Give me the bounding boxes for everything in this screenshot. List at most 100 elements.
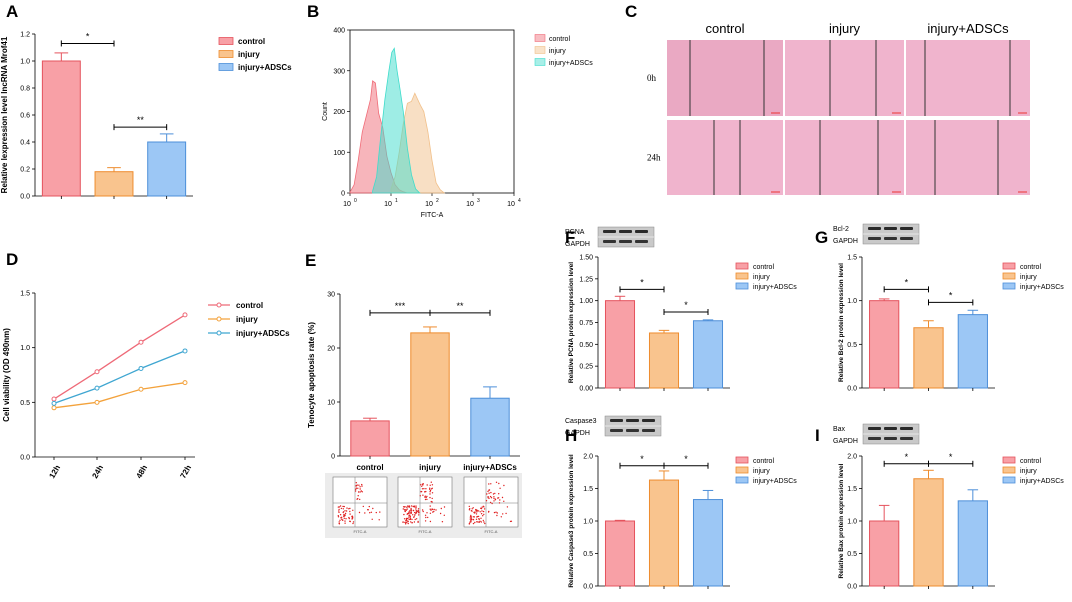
flow-event bbox=[477, 521, 479, 523]
flow-event bbox=[355, 482, 357, 484]
flow-event bbox=[443, 514, 445, 516]
flow-event bbox=[417, 520, 419, 523]
blot-band bbox=[868, 427, 881, 430]
y-tick-label: 0.5 bbox=[20, 400, 30, 407]
flow-event bbox=[430, 481, 432, 483]
flow-event bbox=[343, 517, 345, 519]
significance-mark: * bbox=[640, 454, 644, 464]
legend-marker bbox=[216, 316, 222, 322]
blot-band bbox=[900, 227, 913, 230]
flow-event bbox=[414, 514, 416, 516]
flow-event bbox=[431, 492, 434, 494]
data-point bbox=[51, 405, 57, 411]
panel-label: F bbox=[565, 228, 575, 247]
column-header: control bbox=[705, 21, 744, 36]
flow-event bbox=[485, 500, 488, 502]
series-line-injury-ADSCs bbox=[53, 350, 186, 405]
flow-event bbox=[510, 520, 513, 522]
flow-event bbox=[492, 493, 495, 495]
y-tick-label: 400 bbox=[333, 28, 345, 35]
flow-event bbox=[479, 520, 481, 522]
flow-event bbox=[352, 522, 354, 525]
bar-injury-ADSCs bbox=[470, 397, 510, 457]
legend-label: injury+ADSCs bbox=[1020, 284, 1064, 291]
legend-label: injury+ADSCs bbox=[753, 284, 797, 291]
flow-event bbox=[352, 509, 354, 511]
significance-mark: ** bbox=[456, 301, 464, 311]
y-axis-label: Relative PCNA protein expression level bbox=[568, 262, 575, 383]
bar-control bbox=[869, 520, 900, 587]
bar-control bbox=[604, 520, 636, 587]
flow-event bbox=[338, 511, 340, 514]
flow-event bbox=[488, 492, 490, 494]
y-tick-label: 0.8 bbox=[20, 86, 30, 93]
flow-event bbox=[482, 515, 484, 517]
flow-event bbox=[406, 508, 408, 510]
flow-event bbox=[473, 511, 475, 514]
legend-label: control bbox=[238, 37, 265, 46]
x-tick-label: 10 bbox=[343, 201, 351, 208]
panel-label: D bbox=[6, 250, 18, 269]
significance-mark: * bbox=[905, 277, 909, 287]
flow-event bbox=[361, 491, 363, 493]
flow-event bbox=[418, 512, 420, 514]
flow-event bbox=[486, 493, 488, 495]
y-tick-label: 0.0 bbox=[847, 386, 857, 393]
flow-event bbox=[488, 489, 490, 491]
flow-event bbox=[407, 520, 409, 522]
flow-event bbox=[482, 519, 484, 522]
flow-event bbox=[409, 515, 411, 518]
flow-event bbox=[411, 518, 413, 521]
flow-event bbox=[429, 505, 431, 507]
bar-injury-ADSCs bbox=[957, 500, 988, 587]
flow-event bbox=[441, 521, 444, 523]
flow-event bbox=[338, 510, 340, 512]
y-tick-label: 0.75 bbox=[579, 320, 593, 327]
blot-band bbox=[603, 240, 616, 243]
flow-event bbox=[402, 508, 404, 510]
flow-event bbox=[339, 519, 341, 521]
flow-event bbox=[339, 505, 342, 507]
flow-event bbox=[475, 508, 477, 511]
flow-event bbox=[493, 496, 495, 498]
panel-label: A bbox=[6, 2, 18, 21]
flow-event bbox=[412, 505, 414, 508]
y-tick-label: 1.0 bbox=[20, 59, 30, 66]
flow-event bbox=[410, 507, 412, 510]
y-tick-label: 1.0 bbox=[20, 345, 30, 352]
panel-I: 0.0 0.5 1.0 1.5 2.0 * * Relative Bax protein ex… bbox=[815, 423, 1064, 591]
flow-event bbox=[405, 509, 407, 511]
flow-event bbox=[476, 521, 478, 523]
flow-event bbox=[415, 508, 417, 510]
flow-event bbox=[496, 514, 498, 517]
microscopy-image bbox=[667, 120, 783, 195]
row-header: 24h bbox=[647, 153, 661, 163]
flow-event bbox=[417, 510, 420, 512]
flow-event bbox=[415, 505, 417, 507]
flow-event bbox=[425, 516, 427, 519]
y-tick-label: 0.6 bbox=[20, 113, 30, 120]
flow-event bbox=[359, 491, 361, 493]
legend-swatch bbox=[735, 262, 749, 270]
flow-event bbox=[410, 512, 412, 514]
flow-event bbox=[413, 506, 416, 508]
legend-swatch bbox=[1002, 282, 1016, 290]
flow-event bbox=[409, 518, 412, 520]
blot-band bbox=[884, 437, 897, 440]
flow-event bbox=[349, 513, 351, 515]
flow-event bbox=[352, 516, 354, 518]
x-tick-label: 10 bbox=[507, 201, 515, 208]
flow-event bbox=[417, 508, 420, 510]
flow-event bbox=[429, 487, 431, 489]
flow-event bbox=[379, 511, 381, 513]
legend-swatch bbox=[534, 46, 546, 54]
blot-band bbox=[626, 419, 639, 422]
flow-event bbox=[433, 510, 435, 513]
flow-event bbox=[419, 495, 421, 497]
flow-event bbox=[429, 512, 432, 514]
flow-event bbox=[470, 518, 473, 521]
flow-event bbox=[337, 515, 339, 517]
legend-marker bbox=[216, 330, 222, 336]
flow-event bbox=[426, 512, 428, 514]
